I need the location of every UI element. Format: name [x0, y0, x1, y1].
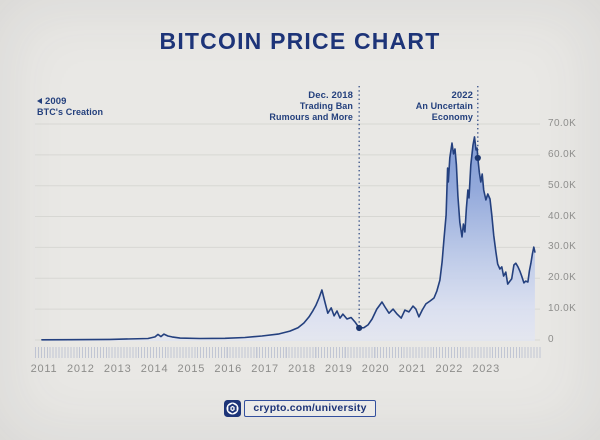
annotation-text: Rumours and More: [269, 112, 353, 122]
left-arrow-icon: [37, 98, 42, 104]
annotation-uncertain-economy: 2022 An Uncertain Economy: [416, 90, 473, 123]
x-tick-label: 2017: [251, 363, 279, 375]
x-tick-label: 2019: [324, 363, 353, 375]
x-tick-label: 2018: [288, 363, 316, 375]
price-area: [41, 136, 535, 341]
x-tick-label: 2023: [472, 363, 501, 375]
y-tick-label: 60.0K: [548, 148, 577, 160]
annotation-year: Dec. 2018: [308, 90, 353, 101]
x-tick-label: 2015: [177, 363, 206, 375]
event-marker-dot-uncertain-economy: [474, 154, 481, 162]
y-tick-label: 30.0K: [548, 241, 577, 253]
x-tick-label: 2013: [103, 363, 132, 375]
x-tick-label: 2020: [361, 363, 390, 375]
x-tick-label: 2012: [67, 363, 95, 375]
y-tick-label: 0: [548, 334, 554, 345]
x-tick-label: 2016: [214, 363, 243, 375]
y-tick-label: 40.0K: [548, 210, 577, 222]
y-tick-label: 20.0K: [548, 272, 577, 284]
annotation-text: Economy: [431, 112, 473, 122]
annotation-year: 2022: [451, 90, 473, 101]
annotation-text: An Uncertain: [415, 101, 473, 111]
annotation-btc-creation: 2009 BTC's Creation: [37, 96, 103, 118]
crypto-com-logo-icon: [224, 399, 242, 417]
price-line: [41, 136, 536, 341]
y-tick-label: 50.0K: [548, 179, 577, 191]
event-marker-dot-trading-ban: [356, 324, 363, 332]
crypto-university-badge[interactable]: crypto.com/university: [0, 398, 600, 418]
x-axis-minor-ticks: [35, 347, 541, 358]
annotation-trading-ban: Dec. 2018 Trading Ban Rumours and More: [269, 90, 353, 123]
badge-text: crypto.com/university: [244, 399, 376, 417]
y-tick-label: 10.0K: [548, 303, 577, 315]
page-title: BITCOIN PRICE CHART: [159, 28, 441, 54]
annotation-year: 2009: [37, 96, 103, 107]
x-tick-label: 2014: [140, 363, 169, 375]
annotation-text: BTC's Creation: [37, 107, 104, 117]
x-tick-label: 2021: [398, 363, 427, 375]
x-tick-label: 2022: [435, 363, 464, 375]
x-tick-label: 2011: [30, 363, 58, 375]
annotation-text: Trading Ban: [299, 101, 353, 111]
y-tick-label: 70.0K: [548, 117, 577, 129]
